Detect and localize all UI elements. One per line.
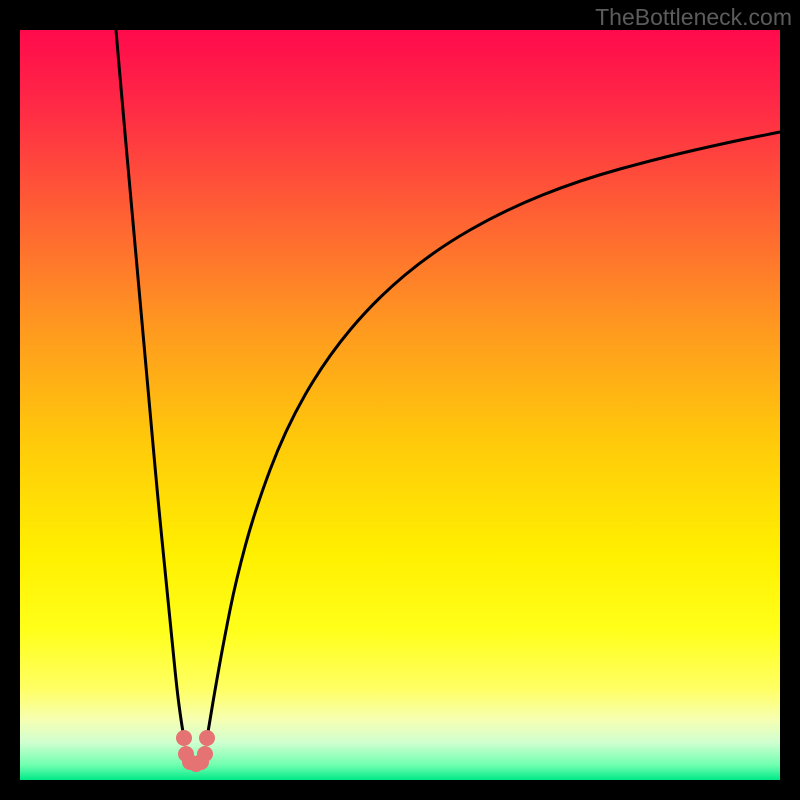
marker-point: [199, 730, 215, 746]
marker-point: [197, 746, 213, 762]
plot-background: [20, 30, 780, 780]
marker-point: [176, 730, 192, 746]
bottleneck-chart: [0, 0, 800, 800]
watermark-text: TheBottleneck.com: [595, 4, 792, 31]
chart-container: TheBottleneck.com: [0, 0, 800, 800]
